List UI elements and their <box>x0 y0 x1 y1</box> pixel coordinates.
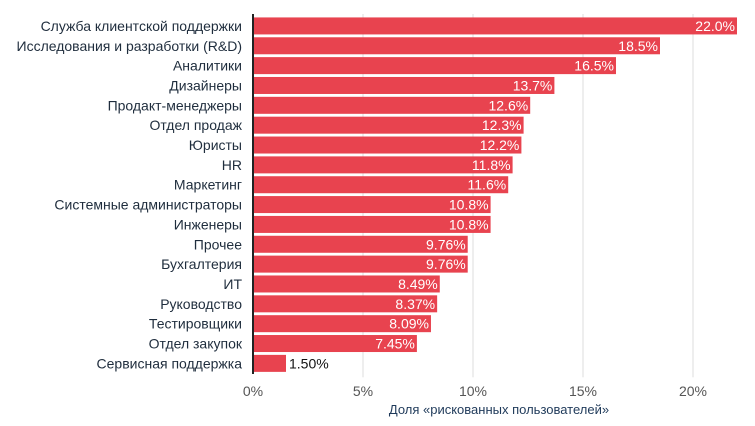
category-label: Аналитики <box>173 58 242 74</box>
value-label: 22.0% <box>695 18 735 34</box>
x-tick-label: 5% <box>353 383 373 399</box>
bar <box>253 215 491 233</box>
category-label: Служба клиентской поддержки <box>41 18 242 34</box>
bar <box>253 57 616 75</box>
category-label: Продакт-менеджеры <box>108 97 242 113</box>
category-label: ИТ <box>223 276 242 292</box>
category-label: Маркетинг <box>174 177 242 193</box>
value-labels: 22.0% 18.5%16.5% 13.7% 12.6% 12.3% 12.2% 11.8%… <box>289 18 735 371</box>
category-labels: Служба клиентской поддержки Исследования … <box>17 18 243 371</box>
value-label: 10.8% <box>449 197 489 213</box>
bar <box>253 96 531 114</box>
x-axis-title: Доля «рискованных пользователей» <box>389 402 609 417</box>
category-label: Системные администраторы <box>54 197 242 213</box>
category-label: HR <box>222 157 242 173</box>
value-label: 11.6% <box>468 177 507 193</box>
bar <box>253 136 522 154</box>
bar <box>253 295 438 313</box>
value-label: 8.09% <box>389 316 429 332</box>
value-label: 18.5% <box>618 38 658 54</box>
category-label: Прочее <box>194 236 242 252</box>
category-label: Сервисная поддержка <box>97 355 243 371</box>
value-label: 10.8% <box>449 216 489 232</box>
category-label: Инженеры <box>174 216 242 232</box>
category-label: Руководство <box>160 296 242 312</box>
bar <box>253 116 524 134</box>
category-label: Дизайнеры <box>169 77 242 93</box>
value-label: 11.8% <box>472 157 511 173</box>
bar <box>253 315 431 333</box>
value-label: 9.76% <box>426 256 466 272</box>
value-label: 12.2% <box>480 137 520 153</box>
category-label: Исследования и разработки (R&D) <box>17 38 243 54</box>
x-tick-label: 10% <box>459 383 487 399</box>
bar <box>253 76 555 94</box>
bar <box>253 354 286 372</box>
x-tick-label: 0% <box>243 383 263 399</box>
category-label: Юристы <box>189 137 242 153</box>
bar <box>253 275 440 293</box>
value-label: 13.7% <box>513 77 553 93</box>
value-label: 1.50% <box>289 355 329 371</box>
category-label: Отдел продаж <box>149 117 242 133</box>
value-label: 7.45% <box>375 336 415 352</box>
bar <box>253 156 513 174</box>
bar <box>253 255 468 273</box>
bars <box>253 17 737 372</box>
value-label: 8.49% <box>398 276 438 292</box>
bar <box>253 37 660 55</box>
bar <box>253 235 468 253</box>
value-label: 12.3% <box>482 117 522 133</box>
bar <box>253 176 509 194</box>
value-label: 12.6% <box>488 97 528 113</box>
x-tick-label: 20% <box>679 383 707 399</box>
category-label: Отдел закупок <box>149 336 243 352</box>
x-tick-label: 15% <box>569 383 597 399</box>
value-label: 9.76% <box>426 236 466 252</box>
bar <box>253 196 491 214</box>
category-label: Тестировщики <box>149 316 242 332</box>
category-label: Бухгалтерия <box>161 256 242 272</box>
x-axis-ticks: 0% 5% 10% 15% 20% <box>243 383 707 399</box>
bar <box>253 17 737 35</box>
value-label: 8.37% <box>395 296 435 312</box>
value-label: 16.5% <box>574 58 614 74</box>
bar <box>253 335 417 353</box>
